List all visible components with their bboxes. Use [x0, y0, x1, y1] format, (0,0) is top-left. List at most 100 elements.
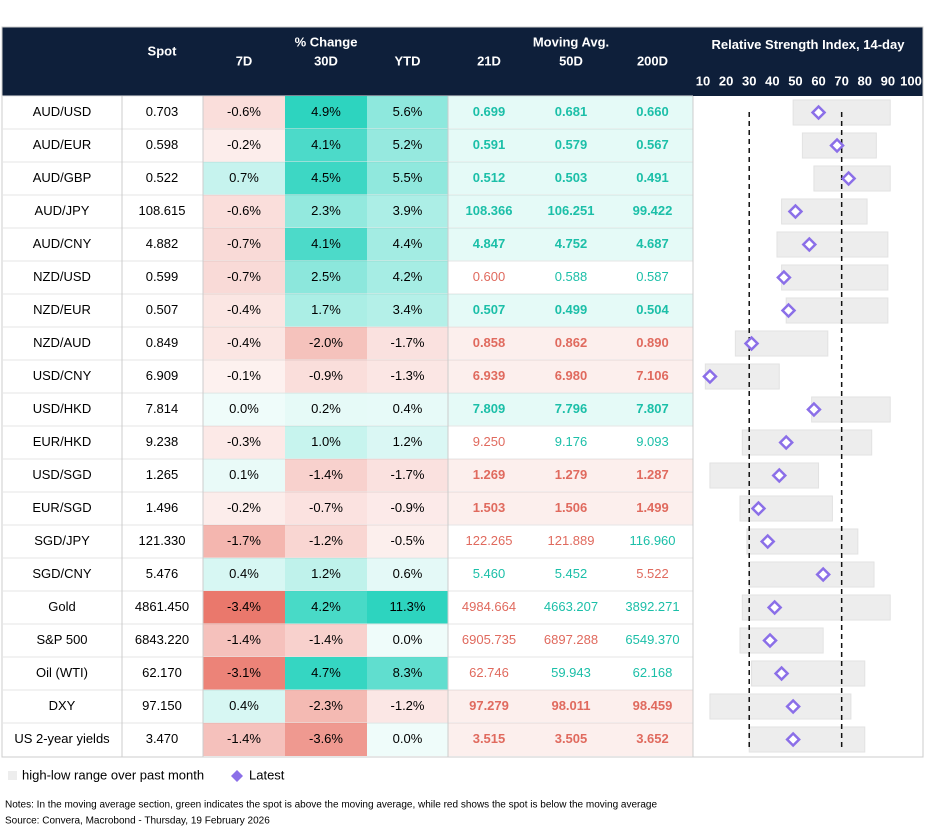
- change-cell: [203, 492, 285, 525]
- ma-cell: [448, 690, 530, 723]
- column-header: 200D: [637, 53, 668, 68]
- ma-value: 1.503: [473, 500, 506, 515]
- change-cell: [367, 723, 448, 756]
- ma-value: 7.809: [473, 401, 506, 416]
- rsi-title: Relative Strength Index, 14-day: [711, 37, 905, 52]
- change-cell: [285, 426, 367, 459]
- rsi-range: [811, 396, 891, 423]
- row-name: AUD/CNY: [33, 236, 92, 251]
- rsi-tick-label: 30: [742, 73, 756, 88]
- ma-value: 1.506: [555, 500, 588, 515]
- rsi-tick-label: 10: [696, 73, 710, 88]
- row-name: NZD/EUR: [33, 302, 91, 317]
- spot: 1.265: [146, 467, 179, 482]
- change-value: 2.5%: [311, 269, 341, 284]
- change-cell: [285, 261, 367, 294]
- change-cell: [285, 525, 367, 558]
- rsi-range: [751, 660, 866, 687]
- change-cell: [367, 690, 448, 723]
- ma-value: 0.503: [555, 170, 588, 185]
- ma-cell: [448, 492, 530, 525]
- spot: 0.849: [146, 335, 179, 350]
- change-value: 0.4%: [229, 698, 259, 713]
- ma-value: 0.504: [636, 302, 669, 317]
- ma-value: 121.889: [548, 533, 595, 548]
- ma-cell: [448, 459, 530, 492]
- ma-cell: [612, 162, 693, 195]
- change-cell: [285, 327, 367, 360]
- change-value: 0.7%: [229, 170, 259, 185]
- ma-value: 99.422: [633, 203, 673, 218]
- ma-cell: [530, 96, 612, 129]
- change-value: 5.5%: [393, 170, 423, 185]
- ma-cell: [448, 129, 530, 162]
- ma-cell: [530, 459, 612, 492]
- ma-cell: [612, 129, 693, 162]
- ma-value: 98.459: [633, 698, 673, 713]
- change-value: -0.3%: [227, 434, 261, 449]
- rsi-tick-label: 100: [900, 73, 922, 88]
- ma-value: 0.567: [636, 137, 669, 152]
- ma-cell: [612, 690, 693, 723]
- change-cell: [285, 492, 367, 525]
- ma-value: 1.499: [636, 500, 669, 515]
- rsi-latest: [801, 236, 818, 253]
- change-value: -1.7%: [391, 467, 425, 482]
- change-cell: [367, 327, 448, 360]
- ma-value: 4663.207: [544, 599, 598, 614]
- change-value: -0.4%: [227, 335, 261, 350]
- change-value: 1.2%: [393, 434, 423, 449]
- change-value: -0.7%: [227, 236, 261, 251]
- change-cell: [203, 228, 285, 261]
- ma-value: 106.251: [548, 203, 595, 218]
- change-cell: [367, 129, 448, 162]
- change-value: 1.0%: [311, 434, 341, 449]
- ma-value: 0.600: [473, 269, 506, 284]
- change-cell: [367, 492, 448, 525]
- ma-value: 0.890: [636, 335, 669, 350]
- source: Source: Convera, Macrobond - Thursday, 1…: [5, 816, 270, 827]
- ma-cell: [448, 393, 530, 426]
- change-cell: [367, 393, 448, 426]
- rsi-latest: [778, 434, 794, 451]
- spot: 5.476: [146, 566, 179, 581]
- ma-value: 6905.735: [462, 632, 516, 647]
- change-cell: [203, 525, 285, 558]
- change-value: 4.5%: [311, 170, 341, 185]
- change-cell: [203, 459, 285, 492]
- rsi-tick-label: 20: [719, 73, 733, 88]
- change-value: -0.2%: [227, 137, 261, 152]
- ma-value: 108.366: [466, 203, 513, 218]
- row-name: USD/CNY: [33, 368, 92, 383]
- rsi-tick-label: 90: [881, 73, 895, 88]
- change-value: -1.4%: [309, 467, 343, 482]
- row-name: EUR/SGD: [32, 500, 91, 515]
- rsi-tick-label: 60: [811, 73, 825, 88]
- ma-value: 4.847: [473, 236, 506, 251]
- change-value: 4.4%: [393, 236, 423, 251]
- change-value: 3.9%: [393, 203, 423, 218]
- ma-cell: [530, 327, 612, 360]
- change-cell: [367, 195, 448, 228]
- ma-value: 4984.664: [462, 599, 516, 614]
- ma-value: 0.699: [473, 104, 506, 119]
- row-name: Gold: [48, 599, 75, 614]
- rsi-range: [776, 231, 889, 258]
- rsi-tick-label: 40: [765, 73, 779, 88]
- ma-value: 6897.288: [544, 632, 598, 647]
- ma-value: 1.269: [473, 467, 506, 482]
- change-value: 11.3%: [390, 599, 426, 614]
- change-value: -1.7%: [227, 533, 261, 548]
- ma-value: 0.591: [473, 137, 506, 152]
- change-value: -0.2%: [227, 500, 261, 515]
- row-name: AUD/JPY: [35, 203, 90, 218]
- ma-value: 0.862: [555, 335, 588, 350]
- change-cell: [367, 525, 448, 558]
- change-cell: [367, 591, 448, 624]
- ma-value: 97.279: [469, 698, 509, 713]
- spot: 7.814: [146, 401, 179, 416]
- column-header: 50D: [559, 53, 583, 68]
- ma-value: 0.499: [555, 302, 588, 317]
- rsi-latest: [810, 104, 827, 121]
- rsi-latest: [766, 599, 783, 616]
